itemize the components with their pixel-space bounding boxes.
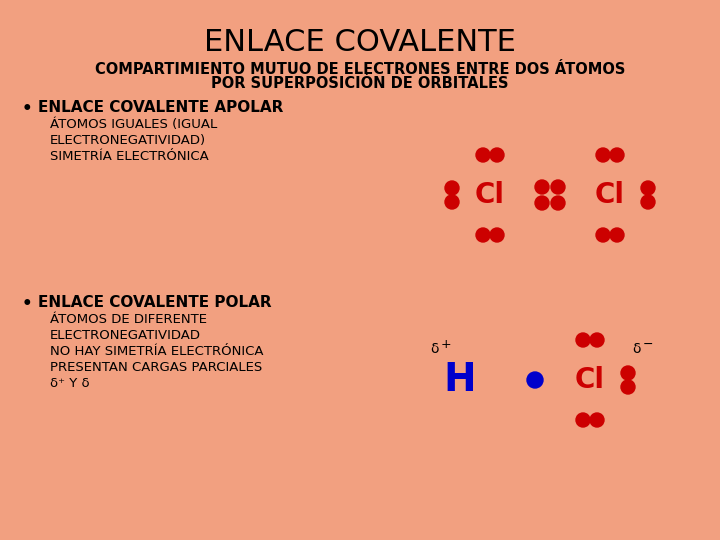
- Circle shape: [445, 195, 459, 209]
- Circle shape: [527, 372, 543, 388]
- Circle shape: [490, 148, 504, 162]
- Circle shape: [476, 228, 490, 242]
- Text: Cl: Cl: [575, 366, 605, 394]
- Text: ENLACE COVALENTE: ENLACE COVALENTE: [204, 28, 516, 57]
- Text: ÁTOMOS IGUALES (IGUAL: ÁTOMOS IGUALES (IGUAL: [50, 118, 217, 131]
- Circle shape: [641, 181, 655, 195]
- Text: ELECTRONEGATIVIDAD: ELECTRONEGATIVIDAD: [50, 329, 201, 342]
- Text: −: −: [643, 338, 654, 351]
- Text: Cl: Cl: [475, 181, 505, 209]
- Text: •: •: [22, 100, 32, 118]
- Text: δ⁺ Y δ: δ⁺ Y δ: [50, 377, 89, 390]
- Circle shape: [490, 228, 504, 242]
- Circle shape: [596, 228, 610, 242]
- Text: ENLACE COVALENTE POLAR: ENLACE COVALENTE POLAR: [38, 295, 271, 310]
- Circle shape: [621, 366, 635, 380]
- Text: Cl: Cl: [595, 181, 625, 209]
- Text: ÁTOMOS DE DIFERENTE: ÁTOMOS DE DIFERENTE: [50, 313, 207, 326]
- Text: H: H: [444, 361, 477, 399]
- Text: •: •: [22, 295, 32, 313]
- Text: COMPARTIMIENTO MUTUO DE ELECTRONES ENTRE DOS ÁTOMOS: COMPARTIMIENTO MUTUO DE ELECTRONES ENTRE…: [95, 62, 625, 77]
- Text: +: +: [441, 338, 451, 351]
- Circle shape: [610, 148, 624, 162]
- Circle shape: [535, 180, 549, 194]
- Circle shape: [551, 180, 565, 194]
- Text: PRESENTAN CARGAS PARCIALES: PRESENTAN CARGAS PARCIALES: [50, 361, 262, 374]
- Circle shape: [590, 333, 604, 347]
- Circle shape: [535, 196, 549, 210]
- Circle shape: [476, 148, 490, 162]
- Text: ELECTRONEGATIVIDAD): ELECTRONEGATIVIDAD): [50, 134, 206, 147]
- Circle shape: [576, 333, 590, 347]
- Circle shape: [641, 195, 655, 209]
- Circle shape: [590, 413, 604, 427]
- Text: δ: δ: [430, 342, 438, 356]
- Circle shape: [445, 181, 459, 195]
- Circle shape: [596, 148, 610, 162]
- Text: POR SUPERPOSICIÓN DE ORBITALES: POR SUPERPOSICIÓN DE ORBITALES: [211, 76, 509, 91]
- Text: δ: δ: [632, 342, 641, 356]
- Circle shape: [610, 228, 624, 242]
- Circle shape: [576, 413, 590, 427]
- Circle shape: [551, 196, 565, 210]
- Circle shape: [621, 380, 635, 394]
- Text: SIMETRÍA ELECTRÓNICA: SIMETRÍA ELECTRÓNICA: [50, 150, 209, 163]
- Text: NO HAY SIMETRÍA ELECTRÓNICA: NO HAY SIMETRÍA ELECTRÓNICA: [50, 345, 264, 358]
- Text: ENLACE COVALENTE APOLAR: ENLACE COVALENTE APOLAR: [38, 100, 284, 115]
